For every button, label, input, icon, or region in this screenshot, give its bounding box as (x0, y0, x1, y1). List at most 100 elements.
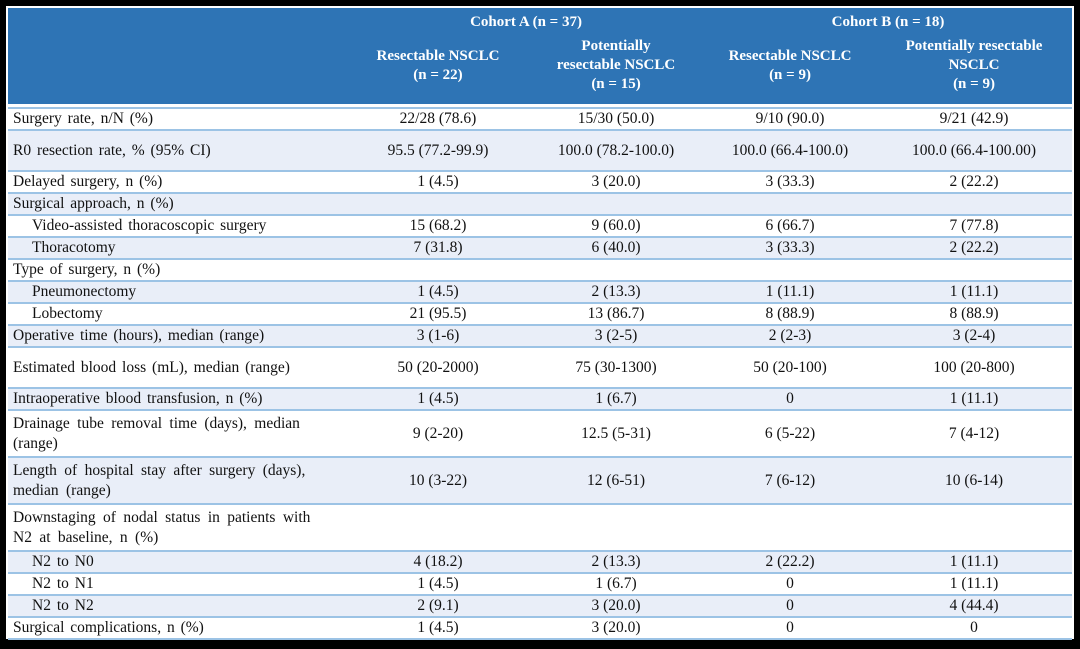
data-cell: 0 (876, 616, 1073, 640)
data-cell: 1 (11.1) (704, 280, 877, 303)
row-label: Thoracotomy (8, 236, 348, 259)
column-header-row: Resectable NSCLC (n = 22) Potentially re… (8, 33, 1073, 104)
table-header: Cohort A (n = 37) Cohort B (n = 18) Rese… (8, 8, 1073, 104)
data-cell: 9/21 (42.9) (876, 107, 1073, 130)
data-cell: 1 (4.5) (348, 387, 528, 410)
cohort-header-row: Cohort A (n = 37) Cohort B (n = 18) (8, 8, 1073, 33)
table-inner: Cohort A (n = 37) Cohort B (n = 18) Rese… (6, 6, 1074, 640)
table-row: Surgery rate, n/N (%) 22/28 (78.6) 15/30… (8, 107, 1073, 130)
data-cell: 2 (13.3) (528, 550, 705, 573)
cohort-a-header: Cohort A (n = 37) (348, 8, 705, 33)
data-cell: 7 (31.8) (348, 236, 528, 259)
surgery-outcomes-table: Cohort A (n = 37) Cohort B (n = 18) Rese… (8, 8, 1073, 640)
row-label: Drainage tube removal time (days), media… (8, 409, 348, 457)
empty-corner-cell (8, 8, 348, 33)
data-cell: 3 (2-5) (528, 324, 705, 347)
data-cell: 1 (11.1) (876, 572, 1073, 595)
data-cell: 9 (60.0) (528, 214, 705, 237)
data-cell: 1 (11.1) (876, 280, 1073, 303)
table-row: Delayed surgery, n (%) 1 (4.5) 3 (20.0) … (8, 170, 1073, 193)
data-cell: 50 (20-2000) (348, 346, 528, 388)
table-row: Downstaging of nodal status in patients … (8, 503, 1073, 551)
row-label: Surgery rate, n/N (%) (8, 107, 348, 130)
data-cell: 12 (6-51) (528, 456, 705, 504)
table-row: Surgical approach, n (%) (8, 192, 1073, 215)
data-cell: 22/28 (78.6) (348, 107, 528, 130)
row-label: Estimated blood loss (mL), median (range… (8, 346, 348, 388)
table-row: Video-assisted thoracoscopic surgery 15 … (8, 214, 1073, 237)
data-cell: 7 (77.8) (876, 214, 1073, 237)
row-label: Surgical approach, n (%) (8, 192, 348, 215)
data-cell: 6 (40.0) (528, 236, 705, 259)
data-cell (348, 503, 528, 551)
row-label: Type of surgery, n (%) (8, 258, 348, 281)
data-cell (704, 503, 877, 551)
table-row: Pneumonectomy 1 (4.5) 2 (13.3) 1 (11.1) … (8, 280, 1073, 303)
data-cell: 6 (5-22) (704, 409, 877, 457)
data-cell: 100 (20-800) (876, 346, 1073, 388)
data-cell (528, 258, 705, 281)
cohort-b-header: Cohort B (n = 18) (704, 8, 1073, 33)
data-cell (348, 192, 528, 215)
header-body-gap (8, 104, 1073, 108)
data-cell: 0 (704, 594, 877, 617)
data-cell (704, 258, 877, 281)
data-cell: 8 (88.9) (704, 302, 877, 325)
data-cell: 4 (18.2) (348, 550, 528, 573)
row-label: Intraoperative blood transfusion, n (%) (8, 387, 348, 410)
row-label: Length of hospital stay after surgery (d… (8, 456, 348, 504)
data-cell: 1 (6.7) (528, 572, 705, 595)
data-cell: 10 (6-14) (876, 456, 1073, 504)
table-row: Lobectomy 21 (95.5) 13 (86.7) 8 (88.9) 8… (8, 302, 1073, 325)
column-header-potentially-resectable-a: Potentially resectable NSCLC (n = 15) (528, 33, 705, 104)
row-label: N2 to N0 (8, 550, 348, 573)
row-label: Video-assisted thoracoscopic surgery (8, 214, 348, 237)
table-row: N2 to N2 2 (9.1) 3 (20.0) 0 4 (44.4) (8, 594, 1073, 617)
table-row: Surgical complications, n (%) 1 (4.5) 3 … (8, 616, 1073, 640)
data-cell: 1 (11.1) (876, 387, 1073, 410)
table-row: N2 to N0 4 (18.2) 2 (13.3) 2 (22.2) 1 (1… (8, 550, 1073, 573)
data-cell: 4 (44.4) (876, 594, 1073, 617)
data-cell: 0 (704, 572, 877, 595)
data-cell: 6 (66.7) (704, 214, 877, 237)
data-cell: 100.0 (66.4-100.00) (876, 129, 1073, 171)
data-cell: 3 (20.0) (528, 170, 705, 193)
data-cell: 8 (88.9) (876, 302, 1073, 325)
data-cell: 2 (13.3) (528, 280, 705, 303)
row-label: Surgical complications, n (%) (8, 616, 348, 640)
data-cell: 1 (4.5) (348, 616, 528, 640)
data-cell: 0 (704, 387, 877, 410)
data-cell: 3 (20.0) (528, 616, 705, 640)
row-label: Lobectomy (8, 302, 348, 325)
data-cell (348, 258, 528, 281)
data-cell (528, 192, 705, 215)
data-cell: 3 (33.3) (704, 236, 877, 259)
empty-label-header (8, 33, 348, 104)
data-cell: 1 (4.5) (348, 280, 528, 303)
table-row: N2 to N1 1 (4.5) 1 (6.7) 0 1 (11.1) (8, 572, 1073, 595)
data-cell: 9 (2-20) (348, 409, 528, 457)
data-cell: 2 (22.2) (704, 550, 877, 573)
table-row: Thoracotomy 7 (31.8) 6 (40.0) 3 (33.3) 2… (8, 236, 1073, 259)
data-cell (876, 192, 1073, 215)
column-header-resectable-a: Resectable NSCLC (n = 22) (348, 33, 528, 104)
row-label: Delayed surgery, n (%) (8, 170, 348, 193)
data-cell (876, 258, 1073, 281)
data-cell: 21 (95.5) (348, 302, 528, 325)
data-cell: 0 (704, 616, 877, 640)
data-cell: 3 (20.0) (528, 594, 705, 617)
column-header-resectable-b: Resectable NSCLC (n = 9) (704, 33, 877, 104)
row-label: Pneumonectomy (8, 280, 348, 303)
data-cell: 15 (68.2) (348, 214, 528, 237)
data-cell: 9/10 (90.0) (704, 107, 877, 130)
data-cell (876, 503, 1073, 551)
data-cell: 75 (30-1300) (528, 346, 705, 388)
data-cell: 2 (22.2) (876, 236, 1073, 259)
data-cell: 1 (4.5) (348, 572, 528, 595)
row-label: Downstaging of nodal status in patients … (8, 503, 348, 551)
table-row: R0 resection rate, % (95% CI) 95.5 (77.2… (8, 129, 1073, 171)
data-cell: 2 (2-3) (704, 324, 877, 347)
data-cell: 3 (1-6) (348, 324, 528, 347)
table-row: Length of hospital stay after surgery (d… (8, 456, 1073, 504)
